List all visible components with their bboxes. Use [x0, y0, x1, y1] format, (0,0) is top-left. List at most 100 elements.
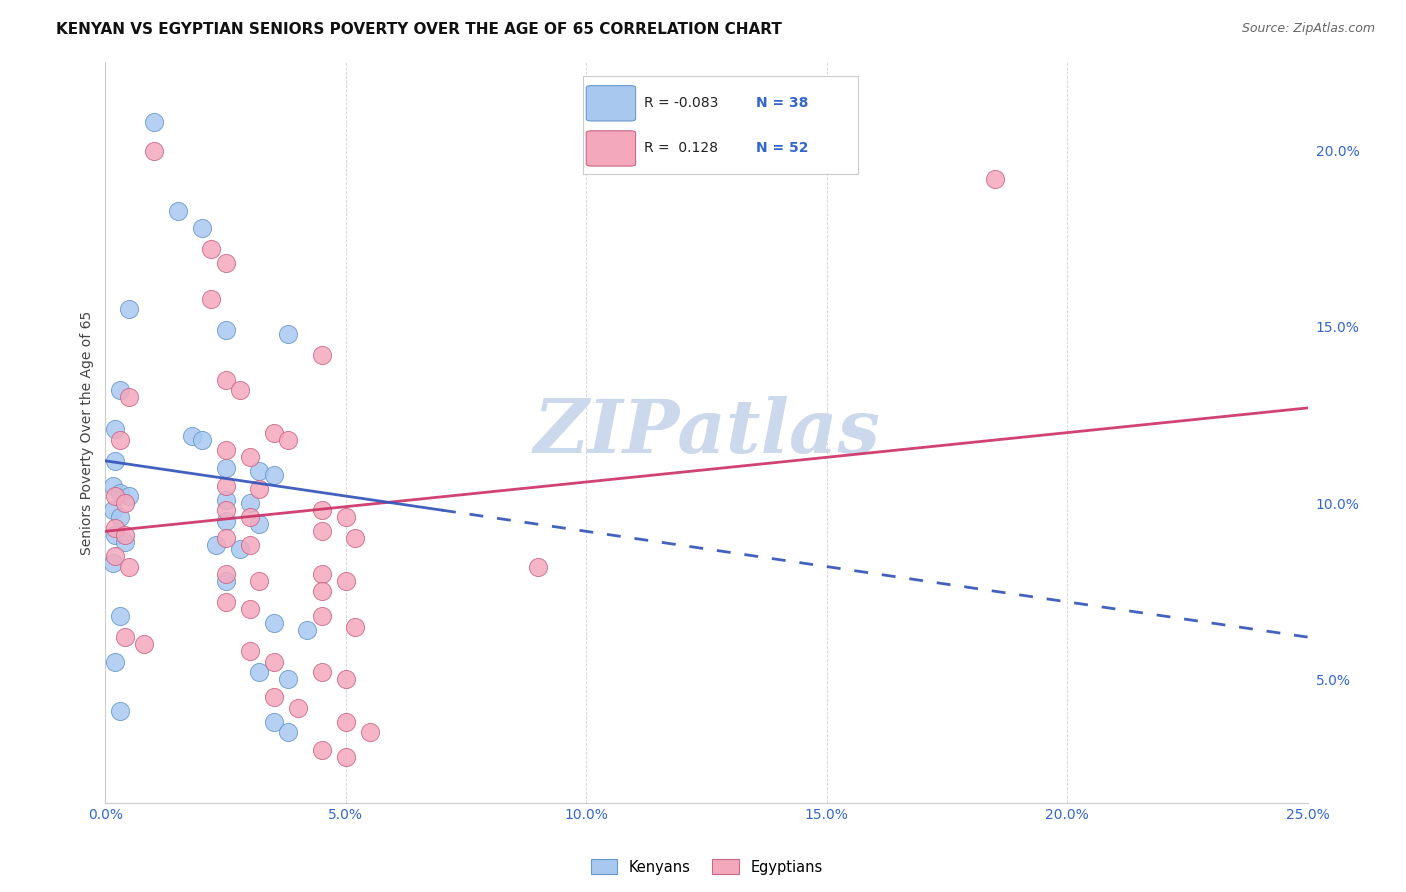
- Point: [104, 422, 127, 436]
- Point: [311, 665, 333, 680]
- Point: [104, 549, 127, 563]
- Point: [200, 292, 222, 306]
- Point: [118, 489, 141, 503]
- Point: [114, 535, 136, 549]
- Point: [108, 485, 131, 500]
- Point: [239, 644, 262, 658]
- Point: [229, 541, 252, 556]
- Point: [214, 461, 236, 475]
- Text: KENYAN VS EGYPTIAN SENIORS POVERTY OVER THE AGE OF 65 CORRELATION CHART: KENYAN VS EGYPTIAN SENIORS POVERTY OVER …: [56, 22, 782, 37]
- Point: [263, 615, 285, 630]
- Point: [247, 517, 270, 532]
- Point: [214, 323, 236, 337]
- Point: [114, 496, 136, 510]
- Point: [984, 171, 1007, 186]
- Point: [247, 574, 270, 588]
- Text: R = -0.083: R = -0.083: [644, 96, 718, 111]
- Point: [311, 348, 333, 362]
- Text: Source: ZipAtlas.com: Source: ZipAtlas.com: [1241, 22, 1375, 36]
- Point: [108, 384, 131, 398]
- Point: [104, 454, 127, 468]
- Point: [214, 574, 236, 588]
- Text: R =  0.128: R = 0.128: [644, 142, 718, 155]
- Point: [118, 390, 141, 404]
- Text: ZIPatlas: ZIPatlas: [533, 396, 880, 469]
- Point: [277, 673, 299, 687]
- Point: [277, 326, 299, 341]
- Point: [335, 510, 357, 524]
- Point: [311, 503, 333, 517]
- Point: [263, 425, 285, 440]
- Point: [277, 725, 299, 739]
- Point: [108, 609, 131, 624]
- Point: [311, 609, 333, 624]
- Point: [142, 144, 165, 158]
- Point: [214, 595, 236, 609]
- Point: [108, 433, 131, 447]
- Point: [263, 714, 285, 729]
- Point: [344, 532, 367, 546]
- Point: [214, 492, 236, 507]
- Point: [104, 521, 127, 535]
- Text: N = 38: N = 38: [756, 96, 808, 111]
- Point: [104, 528, 127, 542]
- Point: [247, 464, 270, 478]
- Point: [311, 566, 333, 581]
- Point: [263, 655, 285, 669]
- Point: [190, 221, 212, 235]
- Point: [214, 503, 236, 517]
- Point: [263, 467, 285, 482]
- Point: [247, 482, 270, 496]
- Point: [132, 637, 155, 651]
- Point: [214, 532, 236, 546]
- Point: [239, 450, 262, 465]
- Legend: Kenyans, Egyptians: Kenyans, Egyptians: [585, 854, 828, 880]
- Point: [142, 115, 165, 129]
- Point: [104, 655, 127, 669]
- Point: [104, 489, 127, 503]
- Point: [101, 503, 124, 517]
- Point: [335, 714, 357, 729]
- Point: [239, 538, 262, 552]
- Point: [200, 242, 222, 256]
- Point: [118, 302, 141, 317]
- Point: [527, 559, 550, 574]
- FancyBboxPatch shape: [586, 86, 636, 121]
- Point: [311, 743, 333, 757]
- Point: [205, 538, 228, 552]
- Point: [239, 510, 262, 524]
- Point: [214, 566, 236, 581]
- Point: [344, 619, 367, 633]
- Point: [247, 665, 270, 680]
- Point: [101, 478, 124, 492]
- Point: [166, 203, 188, 218]
- Point: [297, 623, 319, 637]
- Point: [335, 673, 357, 687]
- Point: [335, 750, 357, 764]
- Point: [108, 704, 131, 718]
- Point: [287, 700, 309, 714]
- Point: [229, 384, 252, 398]
- Point: [359, 725, 381, 739]
- Point: [181, 429, 204, 443]
- Point: [239, 496, 262, 510]
- Point: [118, 559, 141, 574]
- FancyBboxPatch shape: [586, 131, 636, 166]
- Point: [114, 528, 136, 542]
- Point: [214, 443, 236, 458]
- Point: [214, 373, 236, 387]
- Point: [214, 478, 236, 492]
- Point: [190, 433, 212, 447]
- Y-axis label: Seniors Poverty Over the Age of 65: Seniors Poverty Over the Age of 65: [80, 310, 94, 555]
- Point: [277, 433, 299, 447]
- Text: N = 52: N = 52: [756, 142, 808, 155]
- Point: [311, 584, 333, 599]
- Point: [108, 510, 131, 524]
- Point: [239, 602, 262, 616]
- Point: [335, 574, 357, 588]
- Point: [311, 524, 333, 539]
- Point: [214, 256, 236, 270]
- Point: [214, 514, 236, 528]
- Point: [114, 630, 136, 644]
- Point: [101, 556, 124, 570]
